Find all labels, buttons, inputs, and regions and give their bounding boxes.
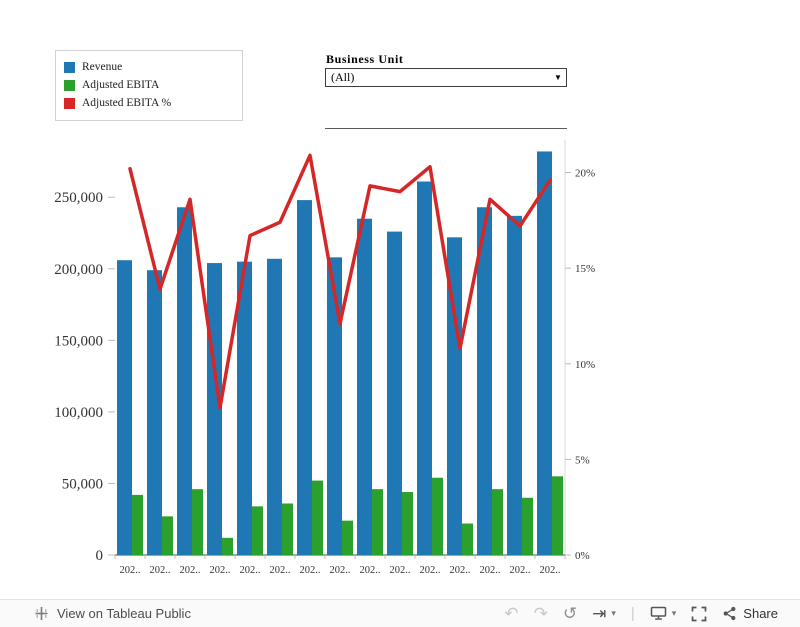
toolbar-separator: | (630, 605, 635, 622)
tableau-toolbar: View on Tableau Public ↶ ↷ ↺ ⇥ ▾ | ▾ (0, 599, 800, 627)
right-axis-label: 15% (575, 263, 595, 275)
replay-icon[interactable]: ↺ (562, 604, 578, 623)
right-axis-label: 20% (575, 168, 595, 180)
left-axis-label: 0 (96, 548, 104, 564)
x-axis-label: 202.. (150, 565, 171, 576)
view-on-tableau-public[interactable]: View on Tableau Public (34, 606, 191, 621)
x-axis-label: 202.. (480, 565, 501, 576)
toolbar-actions: ↶ ↷ ↺ ⇥ ▾ | ▾ Share (504, 605, 778, 622)
ebita-bar[interactable] (252, 506, 263, 555)
chevron-down-icon[interactable]: ▾ (671, 608, 677, 618)
legend-label: Adjusted EBITA (82, 79, 160, 91)
ebita-bar[interactable] (552, 476, 563, 555)
tableau-logo-icon (35, 607, 48, 620)
device-preview-icon[interactable] (650, 606, 667, 621)
x-axis-label: 202.. (540, 565, 561, 576)
chart-legend: Revenue Adjusted EBITA Adjusted EBITA % (55, 50, 243, 121)
revenue-bar[interactable] (387, 231, 402, 555)
ebita-bar[interactable] (492, 489, 503, 555)
revenue-bar[interactable] (417, 181, 432, 556)
x-axis-label: 202.. (420, 565, 441, 576)
ebita-percent-line[interactable] (128, 153, 552, 410)
filter-divider (325, 128, 567, 129)
chevron-down-icon[interactable]: ▼ (554, 73, 562, 82)
left-axis-label: 250,000 (54, 190, 103, 206)
fullscreen-icon[interactable] (691, 606, 707, 622)
ebita-bar[interactable] (432, 477, 443, 555)
view-on-tableau-link[interactable]: View on Tableau Public (57, 606, 191, 621)
right-axis-label: 10% (575, 359, 595, 371)
legend-item-revenue[interactable]: Revenue (64, 58, 236, 76)
x-axis-label: 202.. (210, 565, 231, 576)
revenue-bar[interactable] (267, 258, 282, 555)
ebita-bar[interactable] (342, 520, 353, 555)
revenue-bar[interactable] (237, 261, 252, 555)
ebita-bar[interactable] (282, 503, 293, 555)
ebita-bar[interactable] (192, 489, 203, 555)
replay-forward-icon[interactable]: ⇥ (592, 604, 607, 623)
ebita-bar[interactable] (222, 537, 233, 555)
ebita-bar[interactable] (312, 480, 323, 555)
x-axis-label: 202.. (240, 565, 261, 576)
right-axis-label: 0% (575, 550, 590, 562)
ebita-bar[interactable] (372, 489, 383, 555)
business-unit-label: Business Unit (326, 52, 404, 66)
x-axis-label: 202.. (510, 565, 531, 576)
revenue-bar[interactable] (507, 215, 522, 555)
ebita-swatch-icon (64, 79, 75, 91)
legend-item-adjusted-ebita[interactable]: Adjusted EBITA (64, 76, 236, 94)
x-axis-label: 202.. (450, 565, 471, 576)
legend-item-adjusted-ebita-pct[interactable]: Adjusted EBITA % (64, 94, 236, 112)
x-axis-label: 202.. (300, 565, 321, 576)
revenue-swatch-icon (64, 61, 75, 73)
revenue-bar[interactable] (147, 270, 162, 555)
revenue-bar[interactable] (327, 257, 342, 555)
left-axis-label: 50,000 (62, 476, 103, 492)
revenue-bar[interactable] (447, 237, 462, 555)
ebita-bar[interactable] (132, 494, 143, 555)
redo-icon[interactable]: ↷ (533, 604, 548, 623)
left-axis-label: 150,000 (54, 333, 103, 349)
revenue-bar[interactable] (537, 151, 552, 555)
right-axis-label: 5% (575, 454, 590, 466)
revenue-ebita-combo-chart[interactable]: 0 50,000 100,000 150,000 200,000 250,000 0% 5% 1… (0, 135, 800, 600)
dropdown-selected-value: (All) (331, 70, 355, 84)
x-axis-label: 202.. (270, 565, 291, 576)
ebita-pct-swatch-icon (64, 97, 75, 109)
x-axis-label: 202.. (360, 565, 381, 576)
x-axis-label: 202.. (120, 565, 141, 576)
revenue-bar[interactable] (117, 260, 132, 555)
left-axis-label: 200,000 (54, 262, 103, 278)
chevron-down-icon[interactable]: ▾ (611, 608, 616, 618)
x-axis-label: 202.. (330, 565, 351, 576)
legend-label: Revenue (82, 61, 123, 73)
business-unit-dropdown[interactable]: (All) ▼ (325, 68, 567, 87)
undo-icon[interactable]: ↶ (504, 604, 519, 623)
share-button[interactable]: Share (722, 606, 778, 621)
revenue-bar[interactable] (177, 207, 192, 556)
ebita-bar[interactable] (522, 497, 533, 555)
left-axis-label: 100,000 (54, 405, 103, 421)
revenue-bar[interactable] (297, 200, 312, 555)
x-axis-label: 202.. (390, 565, 411, 576)
share-icon (723, 606, 736, 621)
share-label: Share (743, 606, 778, 621)
ebita-bar[interactable] (402, 492, 413, 555)
ebita-bar[interactable] (162, 516, 173, 555)
x-axis-label: 202.. (180, 565, 201, 576)
revenue-bar[interactable] (477, 207, 492, 556)
ebita-bar[interactable] (462, 523, 473, 555)
legend-label: Adjusted EBITA % (82, 97, 172, 109)
revenue-bar[interactable] (357, 218, 372, 555)
